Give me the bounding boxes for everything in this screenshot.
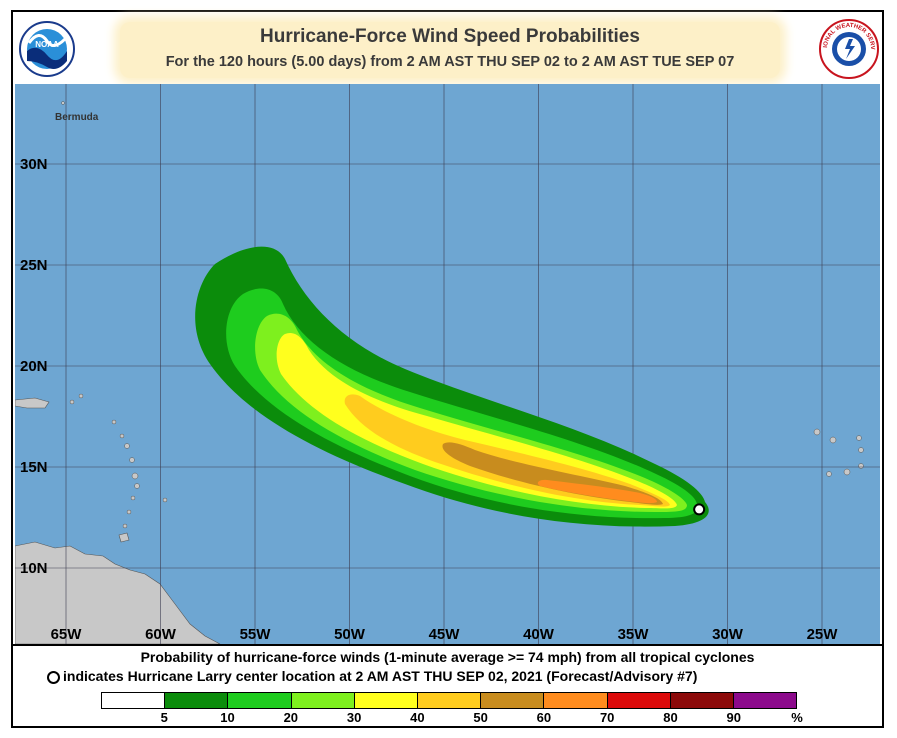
legend-label: 50 bbox=[473, 710, 488, 725]
legend-swatch bbox=[165, 693, 229, 708]
page-subtitle: For the 120 hours (5.00 days) from 2 AM … bbox=[165, 54, 735, 70]
longitude-label: 40W bbox=[523, 626, 555, 643]
header: Hurricane-Force Wind Speed Probabilities… bbox=[13, 12, 882, 84]
island bbox=[124, 443, 130, 449]
legend-swatch bbox=[102, 693, 166, 708]
legend-label: 60 bbox=[536, 710, 552, 725]
lesser-antilles-islands bbox=[69, 393, 168, 529]
ocean-background bbox=[15, 84, 880, 644]
legend-swatch bbox=[354, 693, 418, 708]
island bbox=[119, 433, 125, 439]
center-marker-icon bbox=[47, 671, 60, 684]
island bbox=[856, 435, 862, 441]
island bbox=[162, 497, 168, 503]
legend-label: 10 bbox=[220, 710, 235, 725]
longitude-label: 55W bbox=[240, 626, 272, 643]
legend-label: 80 bbox=[663, 710, 678, 725]
longitude-label: 50W bbox=[334, 626, 366, 643]
legend-label: 20 bbox=[283, 710, 299, 725]
nws-logo: NATIONAL WEATHER SERVICE bbox=[819, 19, 879, 79]
bermuda-island bbox=[61, 101, 65, 105]
island bbox=[843, 468, 851, 476]
place-label-bermuda: Bermuda bbox=[55, 112, 99, 123]
color-legend bbox=[101, 692, 797, 709]
legend-label: 5 bbox=[160, 710, 168, 725]
noaa-logo: NOAA bbox=[19, 21, 75, 77]
island bbox=[858, 447, 864, 453]
band-60-70 bbox=[537, 479, 657, 504]
storm-center-marker bbox=[693, 503, 706, 516]
island bbox=[829, 436, 837, 444]
probability-contours bbox=[195, 246, 709, 527]
legend-swatch bbox=[291, 693, 355, 708]
longitude-label: 25W bbox=[807, 626, 839, 643]
lat-lon-grid bbox=[15, 84, 880, 644]
legend-swatch bbox=[733, 693, 797, 708]
island bbox=[130, 495, 136, 501]
legend-label: % bbox=[791, 710, 803, 725]
island bbox=[129, 457, 135, 463]
island bbox=[826, 471, 832, 477]
legend-swatch bbox=[544, 693, 608, 708]
latitude-label: 20N bbox=[20, 358, 48, 375]
noaa-logo-text: NOAA bbox=[35, 40, 59, 49]
probability-map: 30N 25N 20N 15N 10N 65W 60W 55W 50W 45W 40W 35W 30W 2… bbox=[15, 84, 880, 644]
legend-label: 90 bbox=[726, 710, 741, 725]
longitude-label: 30W bbox=[712, 626, 744, 643]
center-location-note: indicates Hurricane Larry center locatio… bbox=[63, 668, 698, 684]
legend-swatch bbox=[417, 693, 482, 708]
island bbox=[78, 393, 84, 399]
legend-label: 70 bbox=[599, 710, 615, 725]
legend-swatch bbox=[228, 693, 292, 708]
island bbox=[111, 419, 117, 425]
latitude-label: 15N bbox=[20, 459, 48, 476]
longitude-label: 45W bbox=[429, 626, 461, 643]
island bbox=[122, 523, 128, 529]
legend-swatch bbox=[607, 693, 671, 708]
footer-caption: Probability of hurricane-force winds (1-… bbox=[140, 649, 755, 665]
legend-swatch bbox=[481, 693, 545, 708]
legend-label: 30 bbox=[346, 710, 362, 725]
puerto-rico-land bbox=[15, 397, 50, 409]
island bbox=[134, 483, 140, 489]
latitude-label: 10N bbox=[20, 560, 48, 577]
legend-swatch bbox=[670, 693, 734, 708]
island bbox=[858, 463, 864, 469]
island bbox=[131, 472, 139, 480]
map-labels: 30N 25N 20N 15N 10N 65W 60W 55W 50W 45W 40W 35W 30W 2… bbox=[20, 112, 838, 643]
legend-labels: 5 10 20 30 40 50 60 70 80 90% bbox=[101, 710, 803, 726]
latitude-label: 30N bbox=[20, 156, 48, 173]
band-30-40 bbox=[276, 332, 677, 509]
longitude-label: 65W bbox=[51, 626, 83, 643]
legend-label: 40 bbox=[410, 710, 425, 725]
graphic-frame: Hurricane-Force Wind Speed Probabilities… bbox=[11, 10, 884, 728]
footer: Probability of hurricane-force winds (1-… bbox=[13, 644, 882, 730]
island bbox=[69, 399, 75, 405]
latitude-label: 25N bbox=[20, 257, 48, 274]
longitude-label: 60W bbox=[145, 626, 177, 643]
island bbox=[126, 509, 132, 515]
page-title: Hurricane-Force Wind Speed Probabilities bbox=[260, 26, 640, 47]
island bbox=[813, 428, 821, 436]
trinidad-land bbox=[118, 532, 130, 543]
longitude-label: 35W bbox=[618, 626, 650, 643]
title-banner: Hurricane-Force Wind Speed Probabilities… bbox=[120, 22, 780, 78]
